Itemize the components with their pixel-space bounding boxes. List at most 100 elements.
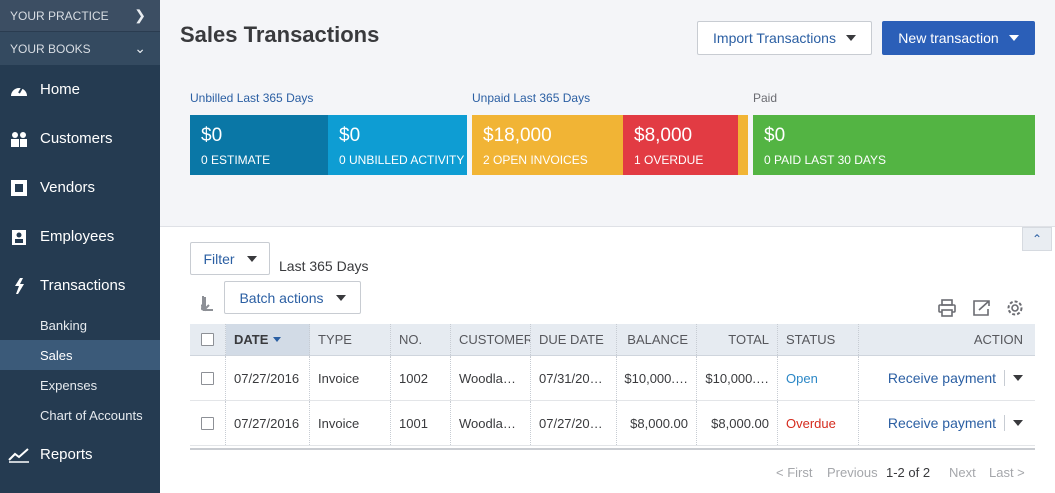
table-header-row: DATE TYPE NO. CUSTOMER DUE DATE BALANCE …	[190, 324, 1035, 356]
section-divider	[160, 226, 1055, 227]
tile-caption: 0 PAID LAST 30 DAYS	[764, 153, 887, 167]
new-transaction-button[interactable]: New transaction	[882, 21, 1035, 55]
cell-due-date: 07/27/20…	[531, 401, 617, 445]
employees-icon	[8, 227, 30, 247]
action-caret-down-icon[interactable]	[1013, 420, 1023, 426]
receive-payment-link[interactable]: Receive payment	[888, 370, 1005, 386]
tile-caption: 0 ESTIMATE	[201, 153, 271, 167]
filter-label: Filter	[203, 250, 235, 267]
sidebar-subitem-chart-of-accounts[interactable]: Chart of Accounts	[0, 400, 160, 430]
table-bottom-border	[190, 448, 1035, 450]
pagination-next[interactable]: Next	[949, 465, 976, 480]
tile-caption: 0 UNBILLED ACTIVITY	[339, 153, 465, 167]
row-checkbox[interactable]	[201, 371, 214, 385]
paid-tile[interactable]: $0 0 PAID LAST 30 DAYS	[753, 115, 1035, 175]
table-row[interactable]: 07/27/2016 Invoice 1002 Woodla… 07/31/20…	[190, 356, 1035, 401]
sidebar-item-customers[interactable]: Customers	[0, 114, 160, 163]
sidebar-item-label: Home	[40, 81, 81, 98]
export-icon[interactable]	[971, 297, 993, 319]
import-transactions-label: Import Transactions	[713, 30, 836, 46]
collapse-money-bar-button[interactable]: ⌃	[1022, 227, 1052, 251]
action-caret-down-icon[interactable]	[1013, 375, 1023, 381]
select-all-checkbox[interactable]	[201, 333, 214, 346]
tile-amount: $0	[764, 125, 786, 146]
sidebar: YOUR PRACTICE ❯ YOUR BOOKS ⌄ Home Custom…	[0, 0, 160, 493]
sidebar-item-label: Reports	[40, 446, 93, 463]
header-total-label: TOTAL	[728, 332, 769, 347]
overdue-tile[interactable]: $8,000 1 OVERDUE	[623, 115, 738, 175]
cell-customer: Woodla…	[451, 356, 531, 400]
import-transactions-button[interactable]: Import Transactions	[697, 21, 872, 55]
header-status[interactable]: STATUS	[778, 324, 859, 355]
unpaid-label: Unpaid Last 365 Days	[472, 91, 591, 105]
header-customer[interactable]: CUSTOMER	[451, 324, 531, 355]
header-due-date[interactable]: DUE DATE	[531, 324, 617, 355]
your-practice-toggle[interactable]: YOUR PRACTICE ❯	[0, 0, 160, 32]
batch-actions-label: Batch actions	[239, 289, 324, 306]
cell-balance: $8,000.00	[617, 401, 697, 445]
cell-due-date: 07/31/20…	[531, 356, 617, 400]
sidebar-subitem-banking[interactable]: Banking	[0, 310, 160, 340]
your-practice-label: YOUR PRACTICE	[10, 8, 109, 23]
table-row[interactable]: 07/27/2016 Invoice 1001 Woodla… 07/27/20…	[190, 401, 1035, 446]
vendors-icon	[8, 178, 30, 198]
select-all-checkbox-cell[interactable]	[190, 324, 226, 355]
new-transaction-label: New transaction	[898, 30, 999, 46]
sidebar-item-transactions[interactable]: Transactions	[0, 261, 160, 310]
open-invoices-tile[interactable]: $18,000 2 OPEN INVOICES	[472, 115, 623, 175]
receive-payment-link[interactable]: Receive payment	[888, 415, 1005, 431]
settings-gear-icon[interactable]	[1004, 297, 1026, 319]
header-balance-label: BALANCE	[627, 332, 688, 347]
tile-amount: $0	[201, 125, 223, 146]
sidebar-subitem-expenses[interactable]: Expenses	[0, 370, 160, 400]
tile-amount: $0	[339, 125, 361, 146]
open-remainder-bar	[738, 115, 748, 175]
header-date[interactable]: DATE	[226, 324, 310, 355]
pagination-range: 1-2 of 2	[886, 465, 931, 480]
filter-button[interactable]: Filter	[190, 242, 270, 275]
header-action-label: ACTION	[973, 332, 1023, 347]
your-books-toggle[interactable]: YOUR BOOKS ⌄	[0, 32, 160, 65]
caret-down-icon	[845, 35, 856, 41]
cell-date: 07/27/2016	[226, 401, 310, 445]
paid-label: Paid	[753, 91, 778, 105]
sidebar-subitem-sales[interactable]: Sales	[0, 340, 160, 370]
sidebar-item-label: Customers	[40, 130, 113, 147]
sidebar-subitem-label: Expenses	[40, 377, 98, 393]
pagination-previous[interactable]: Previous	[827, 465, 878, 480]
batch-actions-button[interactable]: Batch actions	[224, 281, 361, 314]
row-checkbox-cell[interactable]	[190, 401, 226, 445]
cell-total: $8,000.00	[697, 401, 778, 445]
page-title: Sales Transactions	[180, 22, 380, 47]
row-checkbox[interactable]	[201, 416, 214, 430]
caret-down-icon	[335, 294, 346, 301]
pagination-first[interactable]: < First	[776, 465, 813, 480]
caret-down-icon	[1008, 35, 1019, 41]
tile-amount: $18,000	[483, 125, 552, 146]
cell-no: 1002	[391, 356, 451, 400]
row-checkbox-cell[interactable]	[190, 356, 226, 400]
sidebar-item-home[interactable]: Home	[0, 65, 160, 114]
date-range-text: Last 365 Days	[279, 258, 369, 274]
print-icon[interactable]	[936, 297, 958, 319]
header-no-label: NO.	[399, 332, 423, 347]
sidebar-subitem-label: Chart of Accounts	[40, 407, 143, 423]
estimate-tile[interactable]: $0 0 ESTIMATE	[190, 115, 328, 175]
unbilled-activity-tile[interactable]: $0 0 UNBILLED ACTIVITY	[328, 115, 467, 175]
header-type[interactable]: TYPE	[310, 324, 391, 355]
header-total[interactable]: TOTAL	[697, 324, 778, 355]
sidebar-item-label: Transactions	[40, 277, 126, 294]
cell-balance: $10,000.…	[617, 356, 697, 400]
transactions-icon	[8, 276, 30, 296]
select-arrow-icon	[198, 295, 215, 319]
sidebar-item-label: Vendors	[40, 179, 96, 196]
sidebar-item-employees[interactable]: Employees	[0, 212, 160, 261]
header-no[interactable]: NO.	[391, 324, 451, 355]
transactions-table: DATE TYPE NO. CUSTOMER DUE DATE BALANCE …	[190, 324, 1035, 446]
sidebar-item-reports[interactable]: Reports	[0, 430, 160, 479]
header-customer-label: CUSTOMER	[459, 332, 531, 347]
header-status-label: STATUS	[786, 332, 836, 347]
sidebar-item-vendors[interactable]: Vendors	[0, 163, 160, 212]
pagination-last[interactable]: Last >	[989, 465, 1025, 480]
header-balance[interactable]: BALANCE	[617, 324, 697, 355]
